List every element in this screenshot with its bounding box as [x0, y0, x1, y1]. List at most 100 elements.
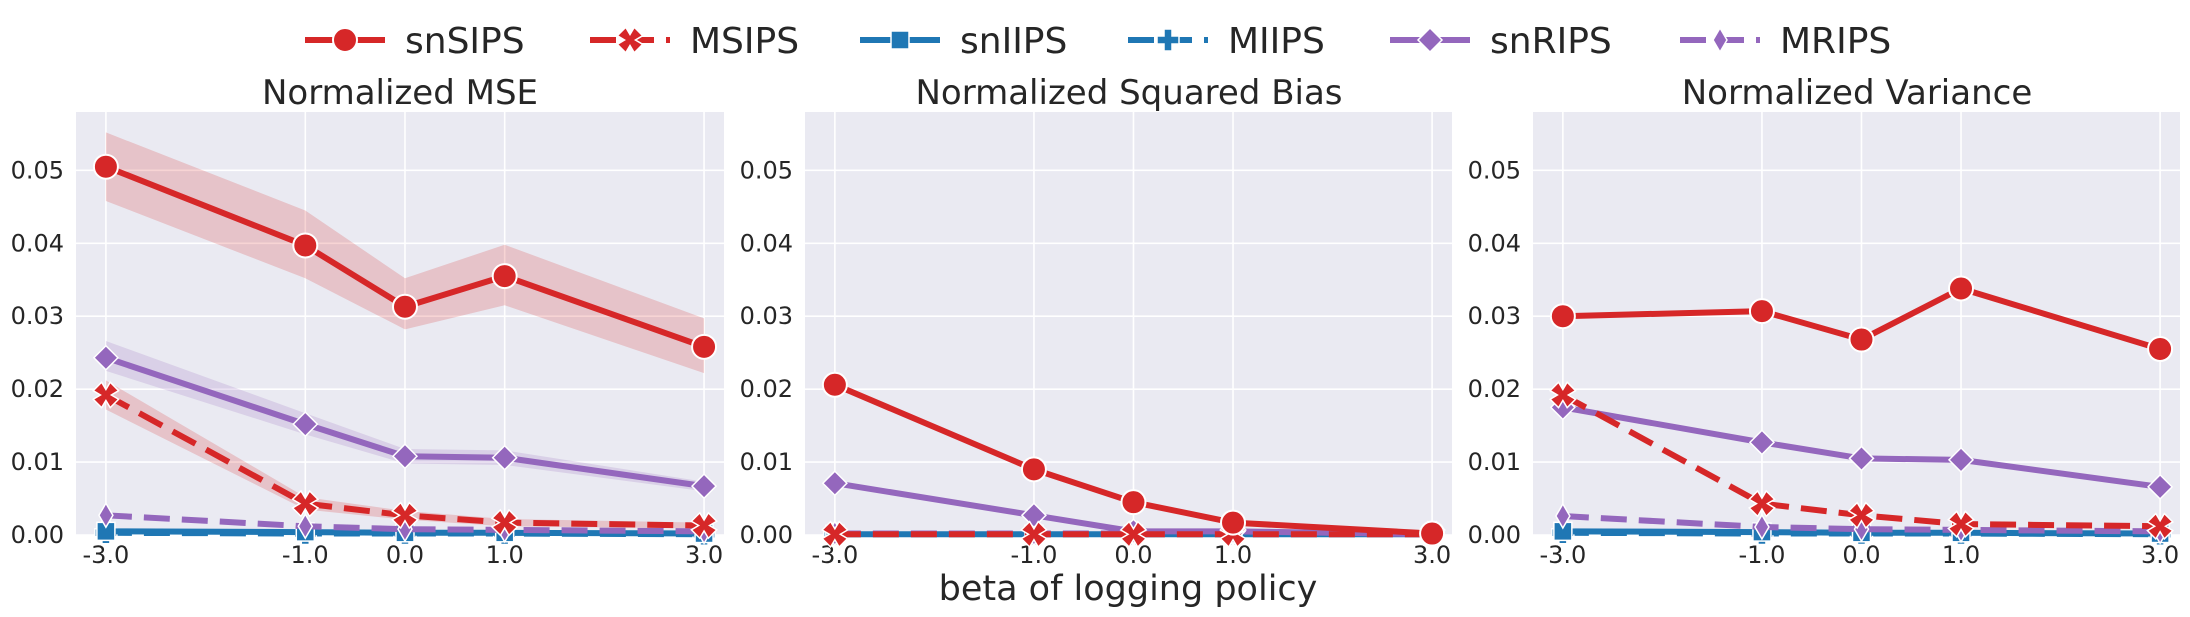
legend-label: MRIPS	[1780, 21, 1891, 62]
y-tick-label: 0.05	[740, 156, 793, 184]
data-point	[1754, 513, 1770, 541]
legend-label: snSIPS	[405, 21, 525, 62]
panel-squared-bias: Normalized Squared Bias 0.00 0.01 0.02 0.03…	[740, 73, 1452, 569]
panel-title-squared-bias: Normalized Squared Bias	[915, 73, 1342, 113]
data-point	[1020, 502, 1048, 529]
y-tick-label: 0.05	[1468, 156, 1521, 184]
legend-label: MSIPS	[690, 21, 799, 62]
x-tick-label: -3.0	[82, 541, 129, 569]
data-point	[1549, 303, 1576, 330]
x-tick-label: -1.0	[282, 541, 329, 569]
data-point	[691, 473, 718, 500]
y-tick-label: 0.01	[11, 448, 64, 476]
data-point	[1554, 502, 1571, 530]
legend-item-sniips: snIIPS	[860, 21, 1067, 62]
series-line	[105, 512, 705, 535]
legend: snSIPS MSIPS snIIPS MIIPS snRIPS MRIPS	[305, 21, 1891, 62]
legend-item-snsips: snSIPS	[305, 21, 525, 62]
x-tick-label: 1.0	[1942, 541, 1980, 569]
panel-variance: Normalized Variance 0.00 0.01 0.02 0.03 0.04…	[1468, 73, 2180, 569]
data-point	[1748, 429, 1776, 456]
series-msips	[91, 381, 718, 540]
plot-area	[805, 112, 1452, 535]
y-tick-label: 0.02	[1468, 375, 1521, 403]
y-tick-label: 0.04	[740, 229, 793, 257]
legend-label: snIIPS	[960, 21, 1067, 62]
y-tick-label: 0.03	[740, 302, 793, 330]
data-point	[490, 508, 519, 537]
y-tick-label: 0.00	[1468, 521, 1521, 549]
y-tick-label: 0.01	[1468, 448, 1521, 476]
panel-mse: Normalized MSE 0.00 0.01 0.02 0.03 0.04 0.05 -…	[11, 73, 724, 569]
y-tick-label: 0.05	[11, 156, 64, 184]
data-point	[2147, 473, 2174, 500]
x-tick-label: 0.0	[1842, 541, 1880, 569]
data-point	[391, 501, 419, 530]
data-point	[1020, 456, 1047, 483]
data-point	[1848, 326, 1875, 353]
data-point	[92, 153, 119, 180]
data-point	[1848, 445, 1875, 472]
panel-title-mse: Normalized MSE	[262, 73, 538, 113]
data-point	[1748, 298, 1775, 325]
y-tick-label: 0.00	[740, 521, 793, 549]
data-point	[98, 501, 114, 529]
data-point	[690, 511, 718, 540]
legend-label: snRIPS	[1490, 21, 1612, 62]
data-point	[1947, 446, 1975, 473]
data-point	[2146, 512, 2175, 541]
legend-marker	[890, 30, 910, 50]
y-tick-label: 0.03	[1468, 302, 1521, 330]
data-point	[292, 411, 319, 438]
legend-label: MIIPS	[1228, 21, 1325, 62]
legend-item-snrips: snRIPS	[1390, 21, 1612, 62]
data-point	[92, 344, 119, 371]
ci-band-snsips	[105, 132, 705, 374]
legend-marker	[1156, 28, 1180, 52]
data-point	[1948, 275, 1975, 302]
series-msips	[1548, 381, 2175, 541]
x-tick-label: 1.0	[486, 541, 524, 569]
data-point	[491, 444, 518, 471]
legend-item-miips: MIIPS	[1128, 21, 1325, 62]
y-tick-label: 0.04	[1468, 229, 1521, 257]
legend-marker	[332, 27, 358, 53]
series-snrips	[92, 344, 718, 500]
x-tick-label: 0.0	[386, 541, 424, 569]
y-tick-label: 0.02	[740, 375, 793, 403]
panel-title-variance: Normalized Variance	[1682, 73, 2033, 113]
y-tick-label: 0.03	[11, 302, 64, 330]
y-tick-label: 0.02	[11, 375, 64, 403]
data-point	[1020, 520, 1048, 549]
data-point	[821, 371, 848, 398]
legend-item-mrips: MRIPS	[1680, 21, 1891, 62]
data-point	[491, 263, 518, 290]
data-point	[297, 512, 314, 540]
data-point	[1947, 510, 1975, 538]
data-point	[1748, 489, 1776, 518]
x-tick-label: -1.0	[1739, 541, 1786, 569]
series-line	[1562, 513, 2161, 535]
data-point	[391, 293, 418, 320]
data-point	[1847, 501, 1876, 530]
plot-area	[76, 112, 724, 535]
y-tick-label: 0.00	[11, 521, 64, 549]
series-snsips	[821, 371, 1446, 547]
legend-item-msips: MSIPS	[590, 21, 799, 62]
data-point	[1119, 520, 1148, 549]
legend-marker	[616, 26, 644, 54]
data-point	[291, 489, 320, 518]
y-tick-label: 0.01	[740, 448, 793, 476]
data-point	[1548, 381, 1577, 409]
data-point	[820, 520, 849, 549]
ci-band-msips	[105, 380, 705, 529]
data-point	[292, 232, 319, 259]
data-point	[1120, 489, 1147, 516]
x-tick-label: -3.0	[1539, 541, 1586, 569]
data-point	[91, 381, 120, 409]
x-axis-label: beta of logging policy	[939, 569, 1318, 609]
series-snsips	[92, 153, 718, 360]
data-point	[1220, 509, 1247, 536]
data-point	[691, 333, 718, 360]
